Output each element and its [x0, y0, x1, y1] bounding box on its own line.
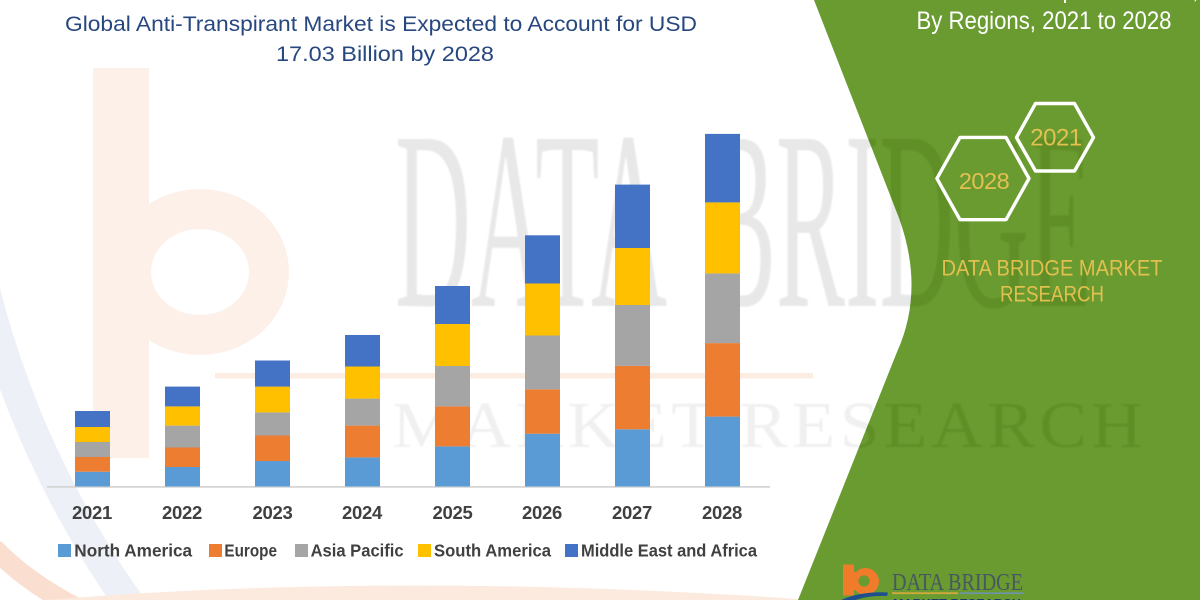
svg-text:North America: North America — [74, 541, 192, 561]
svg-text:2028: 2028 — [959, 168, 1010, 194]
svg-text:DATA BRIDGE MARKET: DATA BRIDGE MARKET — [942, 256, 1163, 281]
svg-text:Global Anti-Transpirant Market: Global Anti-Transpirant Market, — [892, 0, 1199, 4]
svg-text:By Regions, 2021 to 2028: By Regions, 2021 to 2028 — [917, 7, 1172, 35]
svg-text:MARKET RESEARCH: MARKET RESEARCH — [893, 597, 1021, 600]
svg-text:Asia Pacific: Asia Pacific — [311, 541, 404, 561]
svg-text:2021: 2021 — [1030, 125, 1082, 152]
svg-text:2023: 2023 — [253, 502, 293, 523]
svg-text:Middle East and Africa: Middle East and Africa — [581, 541, 757, 561]
svg-text:2021: 2021 — [72, 502, 112, 523]
svg-text:2024: 2024 — [342, 502, 383, 523]
svg-text:2028: 2028 — [702, 502, 742, 523]
svg-text:2022: 2022 — [162, 502, 202, 523]
svg-text:2027: 2027 — [612, 502, 652, 523]
svg-text:DATA BRIDGE: DATA BRIDGE — [892, 570, 1023, 596]
svg-text:Europe: Europe — [224, 541, 277, 561]
svg-text:2026: 2026 — [522, 502, 562, 523]
svg-text:17.03 Billion by 2028: 17.03 Billion by 2028 — [276, 42, 494, 66]
svg-text:Global Anti-Transpirant Market: Global Anti-Transpirant Market is Expect… — [65, 12, 697, 36]
svg-text:RESEARCH: RESEARCH — [1000, 282, 1104, 307]
svg-text:2025: 2025 — [433, 502, 473, 523]
svg-text:South America: South America — [434, 541, 551, 561]
